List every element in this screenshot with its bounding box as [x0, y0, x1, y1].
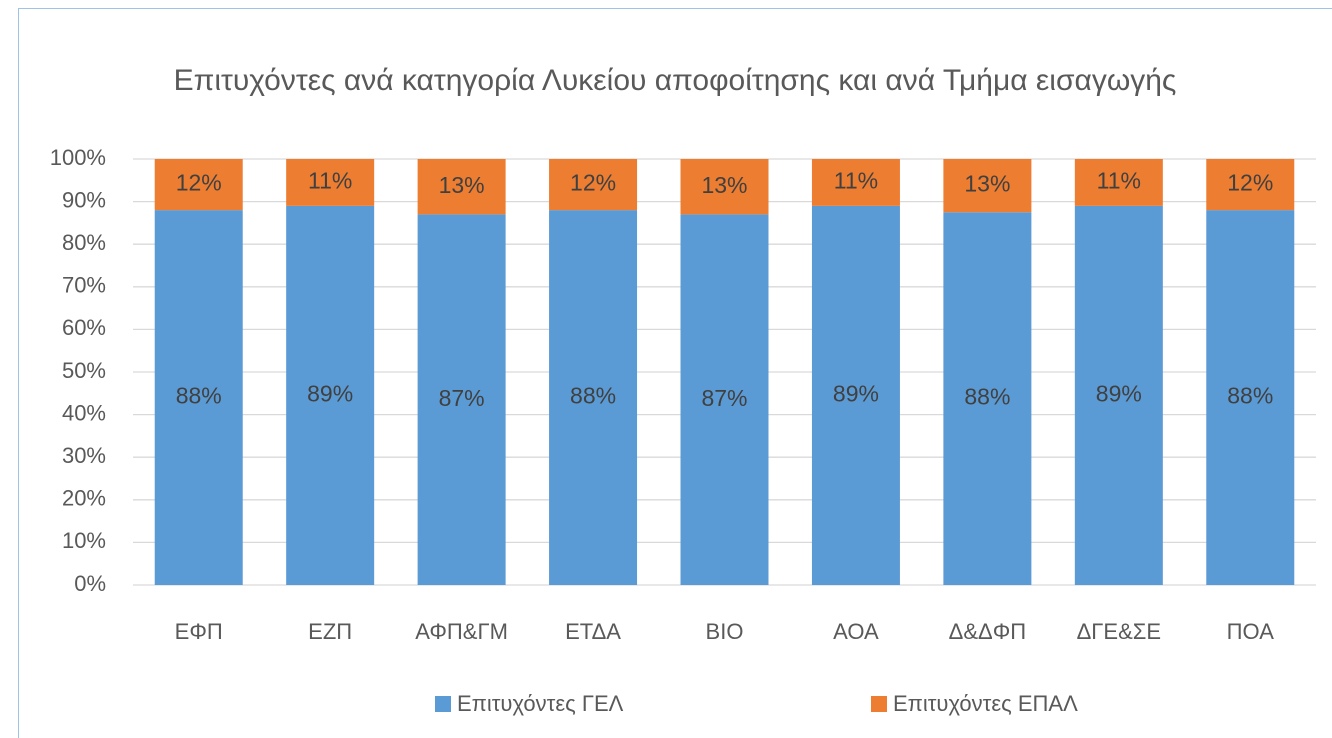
data-label: 89% [307, 381, 353, 407]
bar-segment [943, 212, 1032, 585]
y-tick-label: 80% [62, 230, 106, 255]
y-tick-label: 20% [62, 486, 106, 511]
bar-segment [417, 159, 506, 215]
legend-swatch [871, 696, 887, 712]
data-label: 88% [570, 383, 616, 409]
bar-segment [943, 159, 1032, 213]
legend-swatch [435, 696, 451, 712]
bar-segment [154, 210, 243, 585]
x-tick-label: ΠΟΑ [1227, 619, 1275, 644]
data-label: 89% [833, 381, 879, 407]
bar-segment [811, 159, 900, 206]
bar-segment [680, 214, 769, 585]
data-label: 11% [308, 168, 352, 194]
bar-segment [286, 205, 375, 586]
legend-label: Επιτυχόντες ΓΕΛ [457, 691, 624, 716]
data-label: 88% [176, 383, 222, 409]
y-tick-label: 60% [62, 315, 106, 340]
bar-segment [1074, 159, 1163, 206]
data-label: 12% [570, 170, 616, 196]
bar-segment [286, 159, 375, 206]
chart-border [18, 8, 1332, 738]
bar-segment [680, 159, 769, 215]
data-label: 13% [964, 171, 1010, 197]
y-tick-label: 40% [62, 400, 106, 425]
bar-segment [549, 159, 638, 211]
data-label: 12% [1227, 170, 1273, 196]
bar-segment [811, 205, 900, 586]
x-tick-label: ΕΖΠ [308, 619, 352, 644]
x-tick-label: Δ&ΔΦΠ [949, 619, 1027, 644]
x-tick-label: ΑΟΑ [833, 619, 879, 644]
x-tick-label: ΕΦΠ [175, 619, 223, 644]
bar-segment [1206, 210, 1295, 585]
data-label: 13% [701, 172, 747, 198]
y-tick-label: 30% [62, 443, 106, 468]
data-label: 89% [1096, 381, 1142, 407]
x-tick-label: ΔΓΕ&ΣΕ [1077, 619, 1161, 644]
data-label: 87% [439, 385, 485, 411]
y-tick-label: 10% [62, 528, 106, 553]
chart-title: Επιτυχόντες ανά κατηγορία Λυκείου αποφοί… [173, 64, 1177, 97]
x-tick-label: ΕΤΔΑ [565, 619, 621, 644]
bar-segment [549, 210, 638, 585]
data-label: 13% [439, 172, 485, 198]
y-tick-label: 100% [50, 145, 106, 170]
y-tick-label: 50% [62, 358, 106, 383]
y-tick-label: 70% [62, 273, 106, 298]
x-tick-label: ΒΙΟ [706, 619, 744, 644]
data-label: 87% [701, 385, 747, 411]
data-label: 88% [1227, 383, 1273, 409]
bar-segment [154, 159, 243, 211]
bar-segment [1206, 159, 1295, 211]
y-tick-label: 90% [62, 187, 106, 212]
bar-segment [1074, 205, 1163, 586]
data-label: 11% [1097, 168, 1141, 194]
bar-segment [417, 214, 506, 585]
legend-label: Επιτυχόντες ΕΠΑΛ [893, 691, 1078, 716]
x-tick-label: ΑΦΠ&ΓΜ [415, 619, 508, 644]
data-label: 12% [176, 170, 222, 196]
data-label: 11% [834, 168, 878, 194]
data-label: 88% [964, 384, 1010, 410]
y-tick-label: 0% [74, 571, 106, 596]
